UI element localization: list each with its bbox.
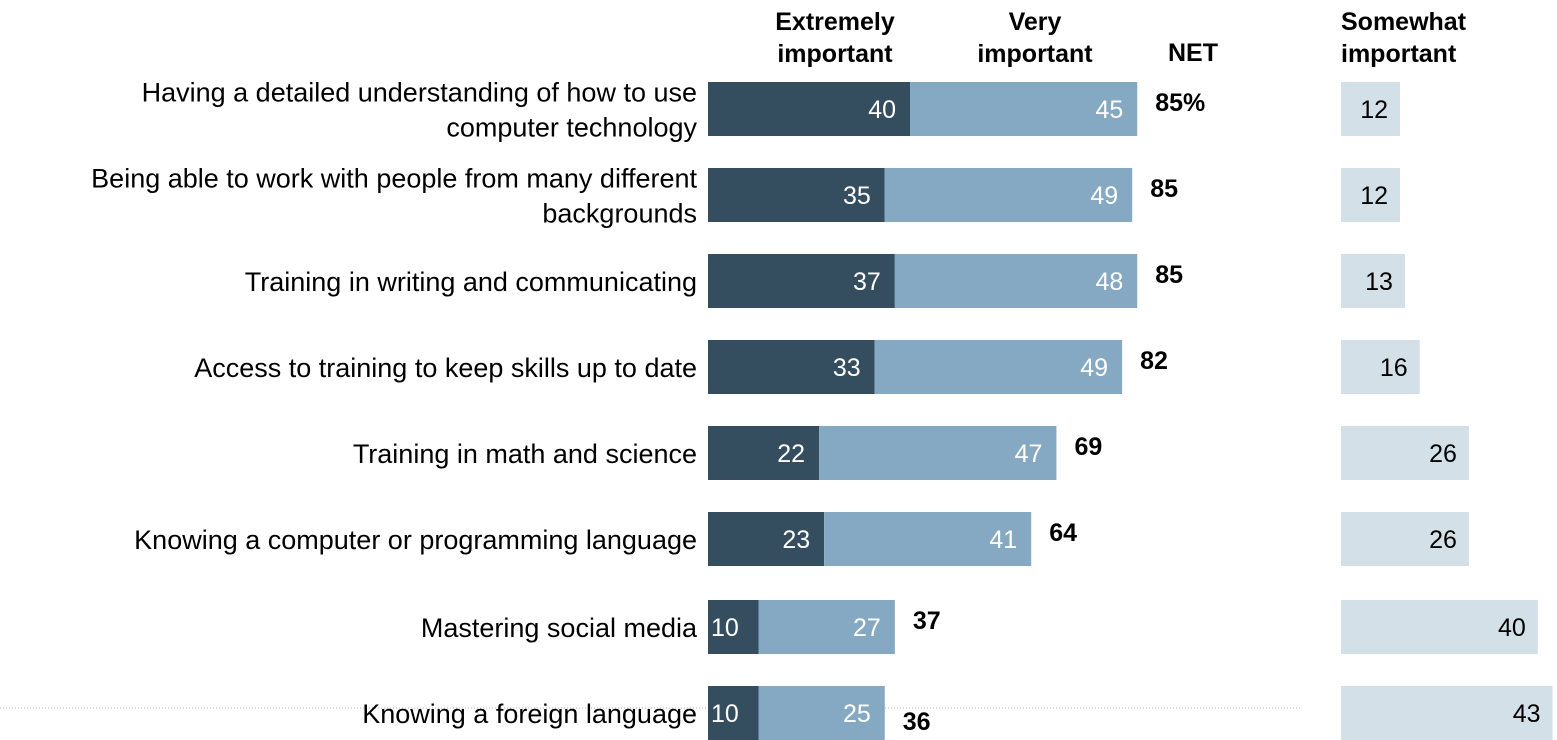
value-label-very: 48: [1095, 268, 1123, 296]
bar-extremely-important: [708, 426, 820, 480]
net-value-label: 82: [1140, 347, 1168, 375]
net-value-label: 36: [903, 708, 931, 736]
bar-extremely-important: [708, 686, 759, 740]
value-label-very: 41: [989, 526, 1017, 554]
category-label: Being able to work with people from many…: [91, 164, 697, 194]
category-label: Mastering social media: [421, 613, 698, 643]
category-label: Training in math and science: [353, 439, 697, 469]
bar-row: Being able to work with people from many…: [91, 164, 1401, 229]
bar-very-important: [874, 340, 1123, 394]
value-label-very: 49: [1090, 182, 1118, 210]
bar-very-important: [758, 686, 885, 740]
value-label-somewhat: 26: [1429, 526, 1457, 554]
bar-extremely-important: [708, 82, 910, 136]
net-value-label: 85: [1155, 261, 1183, 289]
header-somewhat-important-line: Somewhat: [1341, 8, 1467, 36]
category-label: Access to training to keep skills up to …: [194, 353, 697, 383]
column-headers: Extremely important Very important Somewhat i…: [775, 8, 1466, 68]
value-label-extremely: 23: [782, 526, 810, 554]
category-label: Training in writing and communicating: [245, 267, 697, 297]
bar-extremely-important: [708, 512, 825, 566]
value-label-extremely: 35: [843, 182, 871, 210]
header-extremely-important-line: important: [777, 40, 893, 68]
category-label: Knowing a computer or programming langua…: [134, 525, 697, 555]
header-extremely-important-line: Extremely: [775, 8, 895, 36]
header-very-important-line: Very: [1009, 8, 1062, 36]
category-label: backgrounds: [542, 199, 697, 229]
value-label-somewhat: 16: [1380, 354, 1408, 382]
value-label-somewhat: 12: [1360, 182, 1388, 210]
value-label-somewhat: 43: [1513, 700, 1541, 728]
net-value-label: 85: [1150, 175, 1178, 203]
bar-extremely-important: [708, 600, 759, 654]
net-value-label: 85%: [1155, 89, 1205, 117]
category-label: Knowing a foreign language: [362, 699, 697, 729]
value-label-extremely: 10: [711, 700, 739, 728]
net-value-label: 37: [913, 607, 941, 635]
net-value-label: 64: [1049, 519, 1077, 547]
net-value-label: 69: [1074, 433, 1102, 461]
bar-row: Knowing a computer or programming langua…: [134, 512, 1469, 566]
bar-very-important: [824, 512, 1032, 566]
bar-extremely-important: [708, 168, 885, 222]
bar-somewhat-important: [1341, 340, 1420, 394]
header-very-important-line: important: [977, 40, 1093, 68]
bar-very-important: [758, 600, 895, 654]
value-label-very: 45: [1095, 96, 1123, 124]
value-label-extremely: 10: [711, 614, 739, 642]
bar-row: Mastering social media 10 27 37 40: [421, 600, 1538, 654]
bar-very-important: [819, 426, 1057, 480]
bar-row: Having a detailed understanding of how t…: [142, 78, 1401, 143]
bar-somewhat-important: [1341, 686, 1553, 740]
value-label-somewhat: 13: [1365, 268, 1393, 296]
bar-somewhat-important: [1341, 600, 1538, 654]
bar-row: Training in writing and communicating 37 4…: [245, 254, 1405, 308]
value-label-very: 27: [853, 614, 881, 642]
value-label-very: 49: [1080, 354, 1108, 382]
value-label-extremely: 22: [777, 440, 805, 468]
bar-somewhat-important: [1341, 82, 1401, 136]
bar-very-important: [910, 82, 1138, 136]
bar-row: Access to training to keep skills up to …: [194, 340, 1420, 394]
category-label: Having a detailed understanding of how t…: [142, 78, 697, 108]
bar-extremely-important: [708, 340, 875, 394]
bar-somewhat-important: [1341, 512, 1469, 566]
value-label-somewhat: 12: [1360, 96, 1388, 124]
value-label-somewhat: 40: [1498, 614, 1526, 642]
header-somewhat-important-line: important: [1341, 40, 1457, 68]
value-label-very: 47: [1015, 440, 1043, 468]
value-label-somewhat: 26: [1429, 440, 1457, 468]
value-label-extremely: 33: [833, 354, 861, 382]
bar-rows: Having a detailed understanding of how t…: [91, 78, 1553, 740]
bar-row: Training in math and science 22 47 69 26: [353, 426, 1469, 480]
value-label-very: 25: [843, 700, 871, 728]
bar-extremely-important: [708, 254, 895, 308]
bar-very-important: [884, 168, 1133, 222]
bar-somewhat-important: [1341, 168, 1401, 222]
value-label-extremely: 37: [853, 268, 881, 296]
value-label-extremely: 40: [868, 96, 896, 124]
category-label: computer technology: [446, 113, 697, 143]
header-net: NET: [1168, 39, 1218, 67]
bar-very-important: [894, 254, 1138, 308]
bar-somewhat-important: [1341, 426, 1469, 480]
bar-somewhat-important: [1341, 254, 1405, 308]
bar-row: Knowing a foreign language 10 25 36 43: [362, 686, 1553, 740]
